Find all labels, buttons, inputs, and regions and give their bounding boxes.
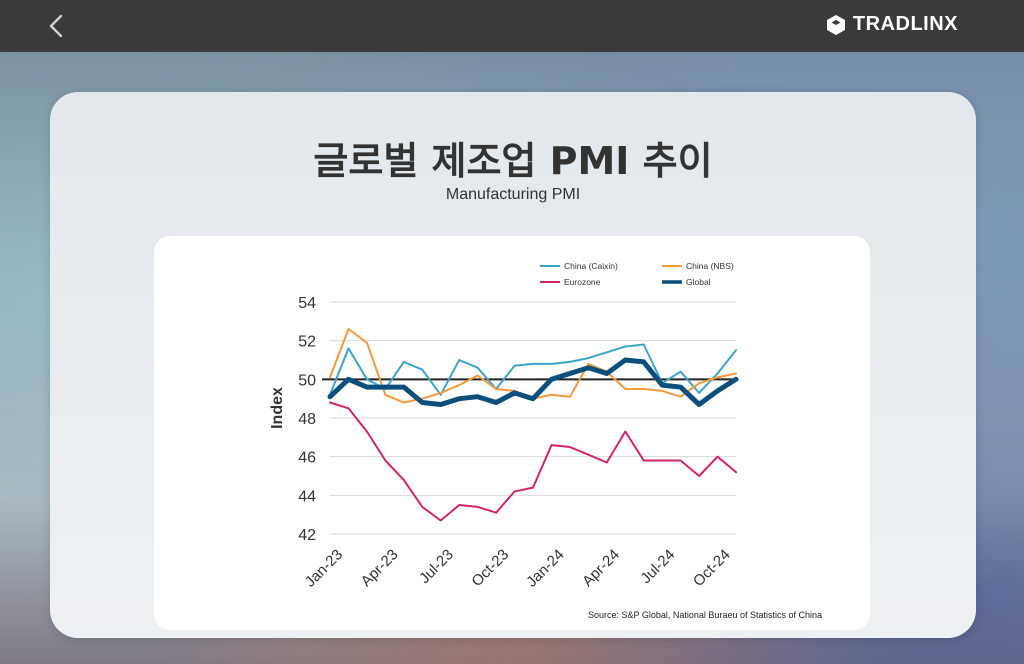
brand-name: TRADLINX xyxy=(852,13,958,35)
x-tick-label: Oct-24 xyxy=(690,546,734,590)
series-line xyxy=(329,328,737,404)
y-tick-label: 54 xyxy=(298,295,316,312)
page-title: 글로벌 제조업 PMI 추이 xyxy=(313,139,713,183)
page-subtitle: Manufacturing PMI xyxy=(445,186,581,203)
slide-card: 글로벌 제조업 PMI 추이 Manufacturing PMI 42 44 46 4… xyxy=(50,92,976,638)
y-tick-label: 44 xyxy=(298,488,316,505)
y-tick-label: 42 xyxy=(298,527,316,544)
y-tick-label: 48 xyxy=(298,411,316,428)
x-tick-label: Jul-24 xyxy=(637,546,678,587)
y-tick-label: 52 xyxy=(298,334,316,351)
brand-logo[interactable]: TRADLINX xyxy=(825,13,958,36)
back-button[interactable] xyxy=(44,12,68,40)
pmi-line-chart: 42 44 46 48 50 52 54 Index Jan-23 Apr-23 Jul-23 Oct… xyxy=(269,261,739,591)
legend-label: Global xyxy=(686,277,711,287)
series-line xyxy=(329,343,737,396)
chart-panel: 42 44 46 48 50 52 54 Index Jan-23 Apr-23 Jul-23 Oct… xyxy=(154,236,870,630)
legend-label: China (Caixin) xyxy=(564,261,618,271)
chart-source: Source: S&P Global, National Buraeu of S… xyxy=(588,610,822,620)
y-axis-label: Index xyxy=(269,387,286,429)
series-line xyxy=(329,401,737,522)
x-tick-label: Jul-23 xyxy=(416,546,457,587)
y-tick-label: 46 xyxy=(298,450,316,467)
x-tick-label: Apr-23 xyxy=(358,546,402,590)
chevron-left-icon xyxy=(49,14,63,38)
series-line xyxy=(327,357,739,407)
top-bar: TRADLINX xyxy=(0,0,1024,52)
tradlinx-logo-icon xyxy=(826,14,845,35)
x-tick-label: Apr-24 xyxy=(579,546,623,590)
y-tick-label: 50 xyxy=(298,372,316,389)
x-tick-label: Oct-23 xyxy=(468,546,512,590)
x-tick-label: Jan-23 xyxy=(302,546,346,590)
legend-label: Eurozone xyxy=(564,277,601,287)
x-tick-label: Jan-24 xyxy=(523,546,567,590)
legend-label: China (NBS) xyxy=(686,261,734,271)
